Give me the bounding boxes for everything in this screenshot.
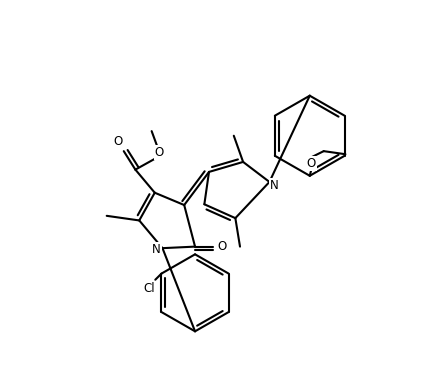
Text: O: O	[113, 135, 122, 148]
Text: O: O	[155, 146, 164, 159]
Text: N: N	[270, 178, 279, 191]
Text: O: O	[218, 240, 227, 253]
Text: N: N	[152, 243, 161, 256]
Text: Cl: Cl	[143, 282, 155, 295]
Text: O: O	[307, 157, 316, 170]
